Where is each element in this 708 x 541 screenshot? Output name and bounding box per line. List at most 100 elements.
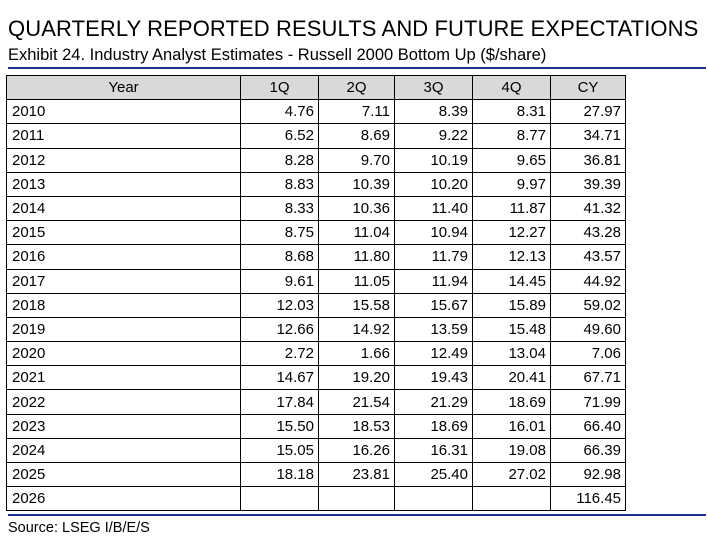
cell-3q: 11.94 [394, 268, 473, 294]
cell-year: 2014 [6, 195, 241, 222]
cell-2q: 10.39 [318, 171, 395, 197]
top-rule [8, 67, 706, 69]
cell-year: 2011 [6, 123, 241, 149]
cell-4q: 14.45 [472, 268, 551, 294]
cell-3q: 11.40 [394, 195, 473, 222]
cell-1q: 8.75 [240, 220, 319, 246]
table-row: 2011 6.52 8.69 9.22 8.77 34.71 [6, 123, 626, 149]
cell-1q: 15.50 [240, 413, 319, 439]
cell-year: 2015 [6, 220, 241, 246]
cell-cy: 92.98 [550, 461, 626, 488]
cell-2q: 9.70 [318, 147, 395, 173]
cell-1q: 18.18 [240, 461, 319, 488]
cell-cy: 41.32 [550, 195, 626, 222]
header-4q: 4Q [472, 74, 551, 101]
cell-2q: 1.66 [318, 341, 395, 367]
cell-1q: 4.76 [240, 99, 319, 125]
exhibit-subtitle: Exhibit 24. Industry Analyst Estimates -… [8, 46, 547, 64]
cell-year: 2025 [6, 461, 241, 488]
cell-4q: 8.31 [472, 99, 551, 125]
cell-1q: 2.72 [240, 341, 319, 367]
cell-year: 2022 [6, 389, 241, 415]
table-row: 2018 12.03 15.58 15.67 15.89 59.02 [6, 292, 626, 318]
cell-2q: 10.36 [318, 195, 395, 222]
cell-2q: 18.53 [318, 413, 395, 439]
table-row: 2010 4.76 7.11 8.39 8.31 27.97 [6, 99, 626, 125]
cell-cy: 44.92 [550, 268, 626, 294]
cell-2q: 19.20 [318, 365, 395, 391]
header-year: Year [6, 74, 241, 101]
header-3q: 3Q [394, 74, 473, 101]
cell-year: 2019 [6, 316, 241, 343]
table-row: 2023 15.50 18.53 18.69 16.01 66.40 [6, 413, 626, 439]
cell-year: 2020 [6, 341, 241, 367]
table-row: 2014 8.33 10.36 11.40 11.87 41.32 [6, 195, 626, 222]
cell-2q [318, 486, 395, 512]
table-row: 2016 8.68 11.80 11.79 12.13 43.57 [6, 244, 626, 270]
cell-cy: 34.71 [550, 123, 626, 149]
cell-cy: 66.39 [550, 437, 626, 464]
cell-1q: 17.84 [240, 389, 319, 415]
cell-3q: 25.40 [394, 461, 473, 488]
cell-4q: 8.77 [472, 123, 551, 149]
cell-2q: 11.04 [318, 220, 395, 246]
cell-4q: 12.13 [472, 244, 551, 270]
cell-year: 2024 [6, 437, 241, 464]
cell-4q: 19.08 [472, 437, 551, 464]
cell-2q: 23.81 [318, 461, 395, 488]
header-row: Year 1Q 2Q 3Q 4Q CY [6, 74, 626, 101]
cell-cy: 116.45 [550, 486, 626, 512]
cell-cy: 36.81 [550, 147, 626, 173]
cell-cy: 67.71 [550, 365, 626, 391]
cell-4q: 9.97 [472, 171, 551, 197]
cell-3q: 21.29 [394, 389, 473, 415]
cell-2q: 11.80 [318, 244, 395, 270]
cell-3q [394, 486, 473, 512]
cell-cy: 59.02 [550, 292, 626, 318]
cell-cy: 71.99 [550, 389, 626, 415]
cell-2q: 21.54 [318, 389, 395, 415]
cell-cy: 49.60 [550, 316, 626, 343]
cell-1q: 8.68 [240, 244, 319, 270]
cell-1q: 15.05 [240, 437, 319, 464]
cell-4q: 13.04 [472, 341, 551, 367]
cell-3q: 18.69 [394, 413, 473, 439]
table-row: 2021 14.67 19.20 19.43 20.41 67.71 [6, 365, 626, 391]
cell-1q: 8.28 [240, 147, 319, 173]
cell-cy: 43.57 [550, 244, 626, 270]
cell-year: 2010 [6, 99, 241, 125]
cell-1q: 9.61 [240, 268, 319, 294]
cell-3q: 15.67 [394, 292, 473, 318]
bottom-rule [8, 514, 706, 516]
cell-1q [240, 486, 319, 512]
cell-3q: 19.43 [394, 365, 473, 391]
table-row: 2019 12.66 14.92 13.59 15.48 49.60 [6, 316, 626, 343]
cell-4q: 9.65 [472, 147, 551, 173]
table-row: 2013 8.83 10.39 10.20 9.97 39.39 [6, 171, 626, 197]
cell-2q: 11.05 [318, 268, 395, 294]
cell-year: 2021 [6, 365, 241, 391]
cell-1q: 6.52 [240, 123, 319, 149]
table-row: 2022 17.84 21.54 21.29 18.69 71.99 [6, 389, 626, 415]
table-body: 2010 4.76 7.11 8.39 8.31 27.97 2011 6.52 8.69 9.2… [6, 99, 626, 512]
header-cy: CY [550, 74, 626, 101]
cell-4q: 15.48 [472, 316, 551, 343]
cell-1q: 8.33 [240, 195, 319, 222]
estimates-table: Year 1Q 2Q 3Q 4Q CY 2010 4.76 7.11 8.39 8.31… [6, 74, 626, 512]
cell-3q: 10.94 [394, 220, 473, 246]
source-note: Source: LSEG I/B/E/S [8, 520, 150, 536]
table-row: 2024 15.05 16.26 16.31 19.08 66.39 [6, 437, 626, 464]
cell-1q: 8.83 [240, 171, 319, 197]
cell-cy: 27.97 [550, 99, 626, 125]
cell-cy: 7.06 [550, 341, 626, 367]
cell-4q [472, 486, 551, 512]
cell-4q: 11.87 [472, 195, 551, 222]
cell-4q: 27.02 [472, 461, 551, 488]
table-row: 2017 9.61 11.05 11.94 14.45 44.92 [6, 268, 626, 294]
cell-4q: 16.01 [472, 413, 551, 439]
cell-4q: 12.27 [472, 220, 551, 246]
table-row: 2012 8.28 9.70 10.19 9.65 36.81 [6, 147, 626, 173]
cell-3q: 9.22 [394, 123, 473, 149]
cell-cy: 43.28 [550, 220, 626, 246]
cell-2q: 7.11 [318, 99, 395, 125]
